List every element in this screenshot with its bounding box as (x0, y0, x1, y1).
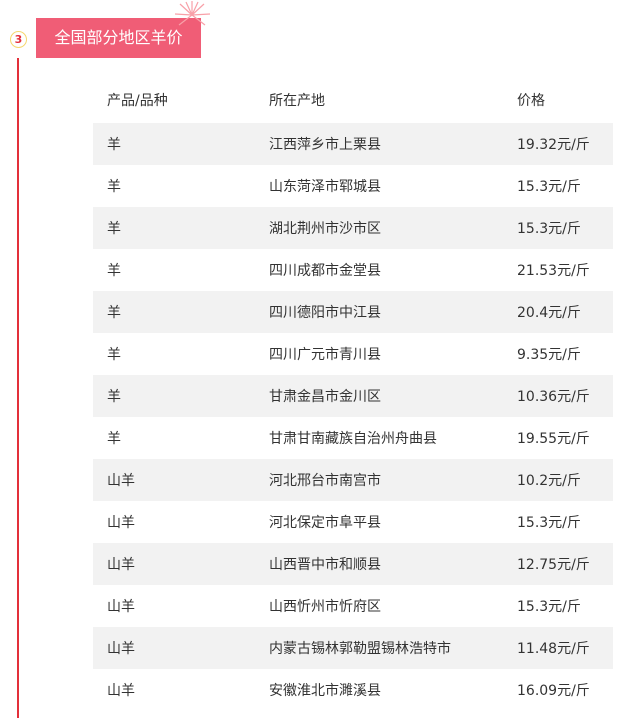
cell-origin: 四川广元市青川县 (269, 347, 381, 363)
cell-product: 羊 (107, 221, 121, 237)
cell-product: 山羊 (107, 599, 135, 615)
cell-product: 山羊 (107, 473, 135, 489)
sheep-price-table: 产品/品种 所在产地 价格 羊江西萍乡市上栗县 19.32元/斤羊山东菏泽市郓城县… (93, 77, 613, 711)
cell-product: 山羊 (107, 557, 135, 573)
cell-price: 19.32元/斤 (517, 137, 590, 153)
table-row: 羊 甘肃甘南藏族自治州舟曲县 19.55元/斤 (93, 417, 613, 459)
cell-price: 10.36元/斤 (517, 389, 590, 405)
table-row: 羊 江西萍乡市上栗县 19.32元/斤 (93, 123, 613, 165)
cell-price: 20.4元/斤 (517, 305, 581, 321)
section-number-badge: 3 (10, 31, 27, 48)
firework-decoration-icon (174, 1, 211, 26)
table-row: 山羊 河北保定市阜平县 15.3元/斤 (93, 501, 613, 543)
cell-price: 9.35元/斤 (517, 347, 581, 363)
cell-origin: 山西晋中市和顺县 (269, 557, 381, 573)
header-price: 价格 (517, 93, 545, 109)
cell-origin: 内蒙古锡林郭勒盟锡林浩特市 (269, 641, 451, 657)
cell-product: 羊 (107, 263, 121, 279)
table-row: 羊 四川德阳市中江县 20.4元/斤 (93, 291, 613, 333)
cell-product: 羊 (107, 305, 121, 321)
cell-product: 羊 (107, 389, 121, 405)
cell-origin: 山东菏泽市郓城县 (269, 179, 381, 195)
cell-product: 山羊 (107, 683, 135, 699)
cell-origin: 甘肃甘南藏族自治州舟曲县 (269, 431, 437, 447)
table-row: 羊 四川广元市青川县 9.35元/斤 (93, 333, 613, 375)
cell-product: 羊 (107, 347, 121, 363)
table-row: 山羊 内蒙古锡林郭勒盟锡林浩特市 11.48元/斤 (93, 627, 613, 669)
cell-origin: 安徽淮北市濉溪县 (269, 683, 381, 699)
table-row: 山羊 山西忻州市忻府区 15.3元/斤 (93, 585, 613, 627)
cell-price: 11.48元/斤 (517, 641, 590, 657)
cell-product: 山羊 (107, 641, 135, 657)
table-row: 羊 甘肃金昌市金川区 10.36元/斤 (93, 375, 613, 417)
cell-price: 15.3元/斤 (517, 599, 581, 615)
cell-product: 羊 (107, 431, 121, 447)
timeline-line (17, 58, 19, 718)
cell-product: 羊 (107, 179, 121, 195)
cell-price: 10.2元/斤 (517, 473, 581, 489)
cell-product: 山羊 (107, 515, 135, 531)
table-row: 羊 山东菏泽市郓城县 15.3元/斤 (93, 165, 613, 207)
cell-origin: 四川德阳市中江县 (269, 305, 381, 321)
table-row: 山羊 安徽淮北市濉溪县 16.09元/斤 (93, 669, 613, 711)
cell-price: 12.75元/斤 (517, 557, 590, 573)
header-origin: 所在产地 (269, 93, 325, 109)
table-header: 产品/品种 所在产地 价格 (93, 77, 613, 123)
cell-origin: 河北邢台市南宫市 (269, 473, 381, 489)
section-title: 全国部分地区羊价 (36, 18, 201, 58)
table-row: 山羊 山西晋中市和顺县 12.75元/斤 (93, 543, 613, 585)
cell-origin: 四川成都市金堂县 (269, 263, 381, 279)
cell-origin: 湖北荆州市沙市区 (269, 221, 381, 237)
cell-origin: 山西忻州市忻府区 (269, 599, 381, 615)
cell-price: 15.3元/斤 (517, 221, 581, 237)
cell-price: 15.3元/斤 (517, 179, 581, 195)
cell-price: 15.3元/斤 (517, 515, 581, 531)
cell-origin: 江西萍乡市上栗县 (269, 137, 381, 153)
cell-price: 19.55元/斤 (517, 431, 590, 447)
cell-origin: 甘肃金昌市金川区 (269, 389, 381, 405)
header-product: 产品/品种 (107, 93, 168, 109)
cell-price: 16.09元/斤 (517, 683, 590, 699)
cell-origin: 河北保定市阜平县 (269, 515, 381, 531)
table-row: 羊 四川成都市金堂县 21.53元/斤 (93, 249, 613, 291)
cell-product: 羊 (107, 137, 121, 153)
table-row: 羊 湖北荆州市沙市区 15.3元/斤 (93, 207, 613, 249)
table-row: 山羊 河北邢台市南宫市 10.2元/斤 (93, 459, 613, 501)
cell-price: 21.53元/斤 (517, 263, 590, 279)
